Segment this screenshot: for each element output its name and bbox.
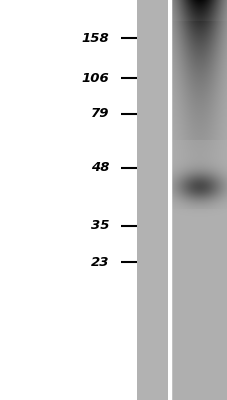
- Text: 79: 79: [91, 108, 109, 120]
- Text: 35: 35: [91, 220, 109, 232]
- Text: 23: 23: [91, 256, 109, 268]
- Text: 106: 106: [81, 72, 109, 84]
- Bar: [136, 0, 167, 400]
- Text: 48: 48: [91, 162, 109, 174]
- Text: 158: 158: [81, 32, 109, 44]
